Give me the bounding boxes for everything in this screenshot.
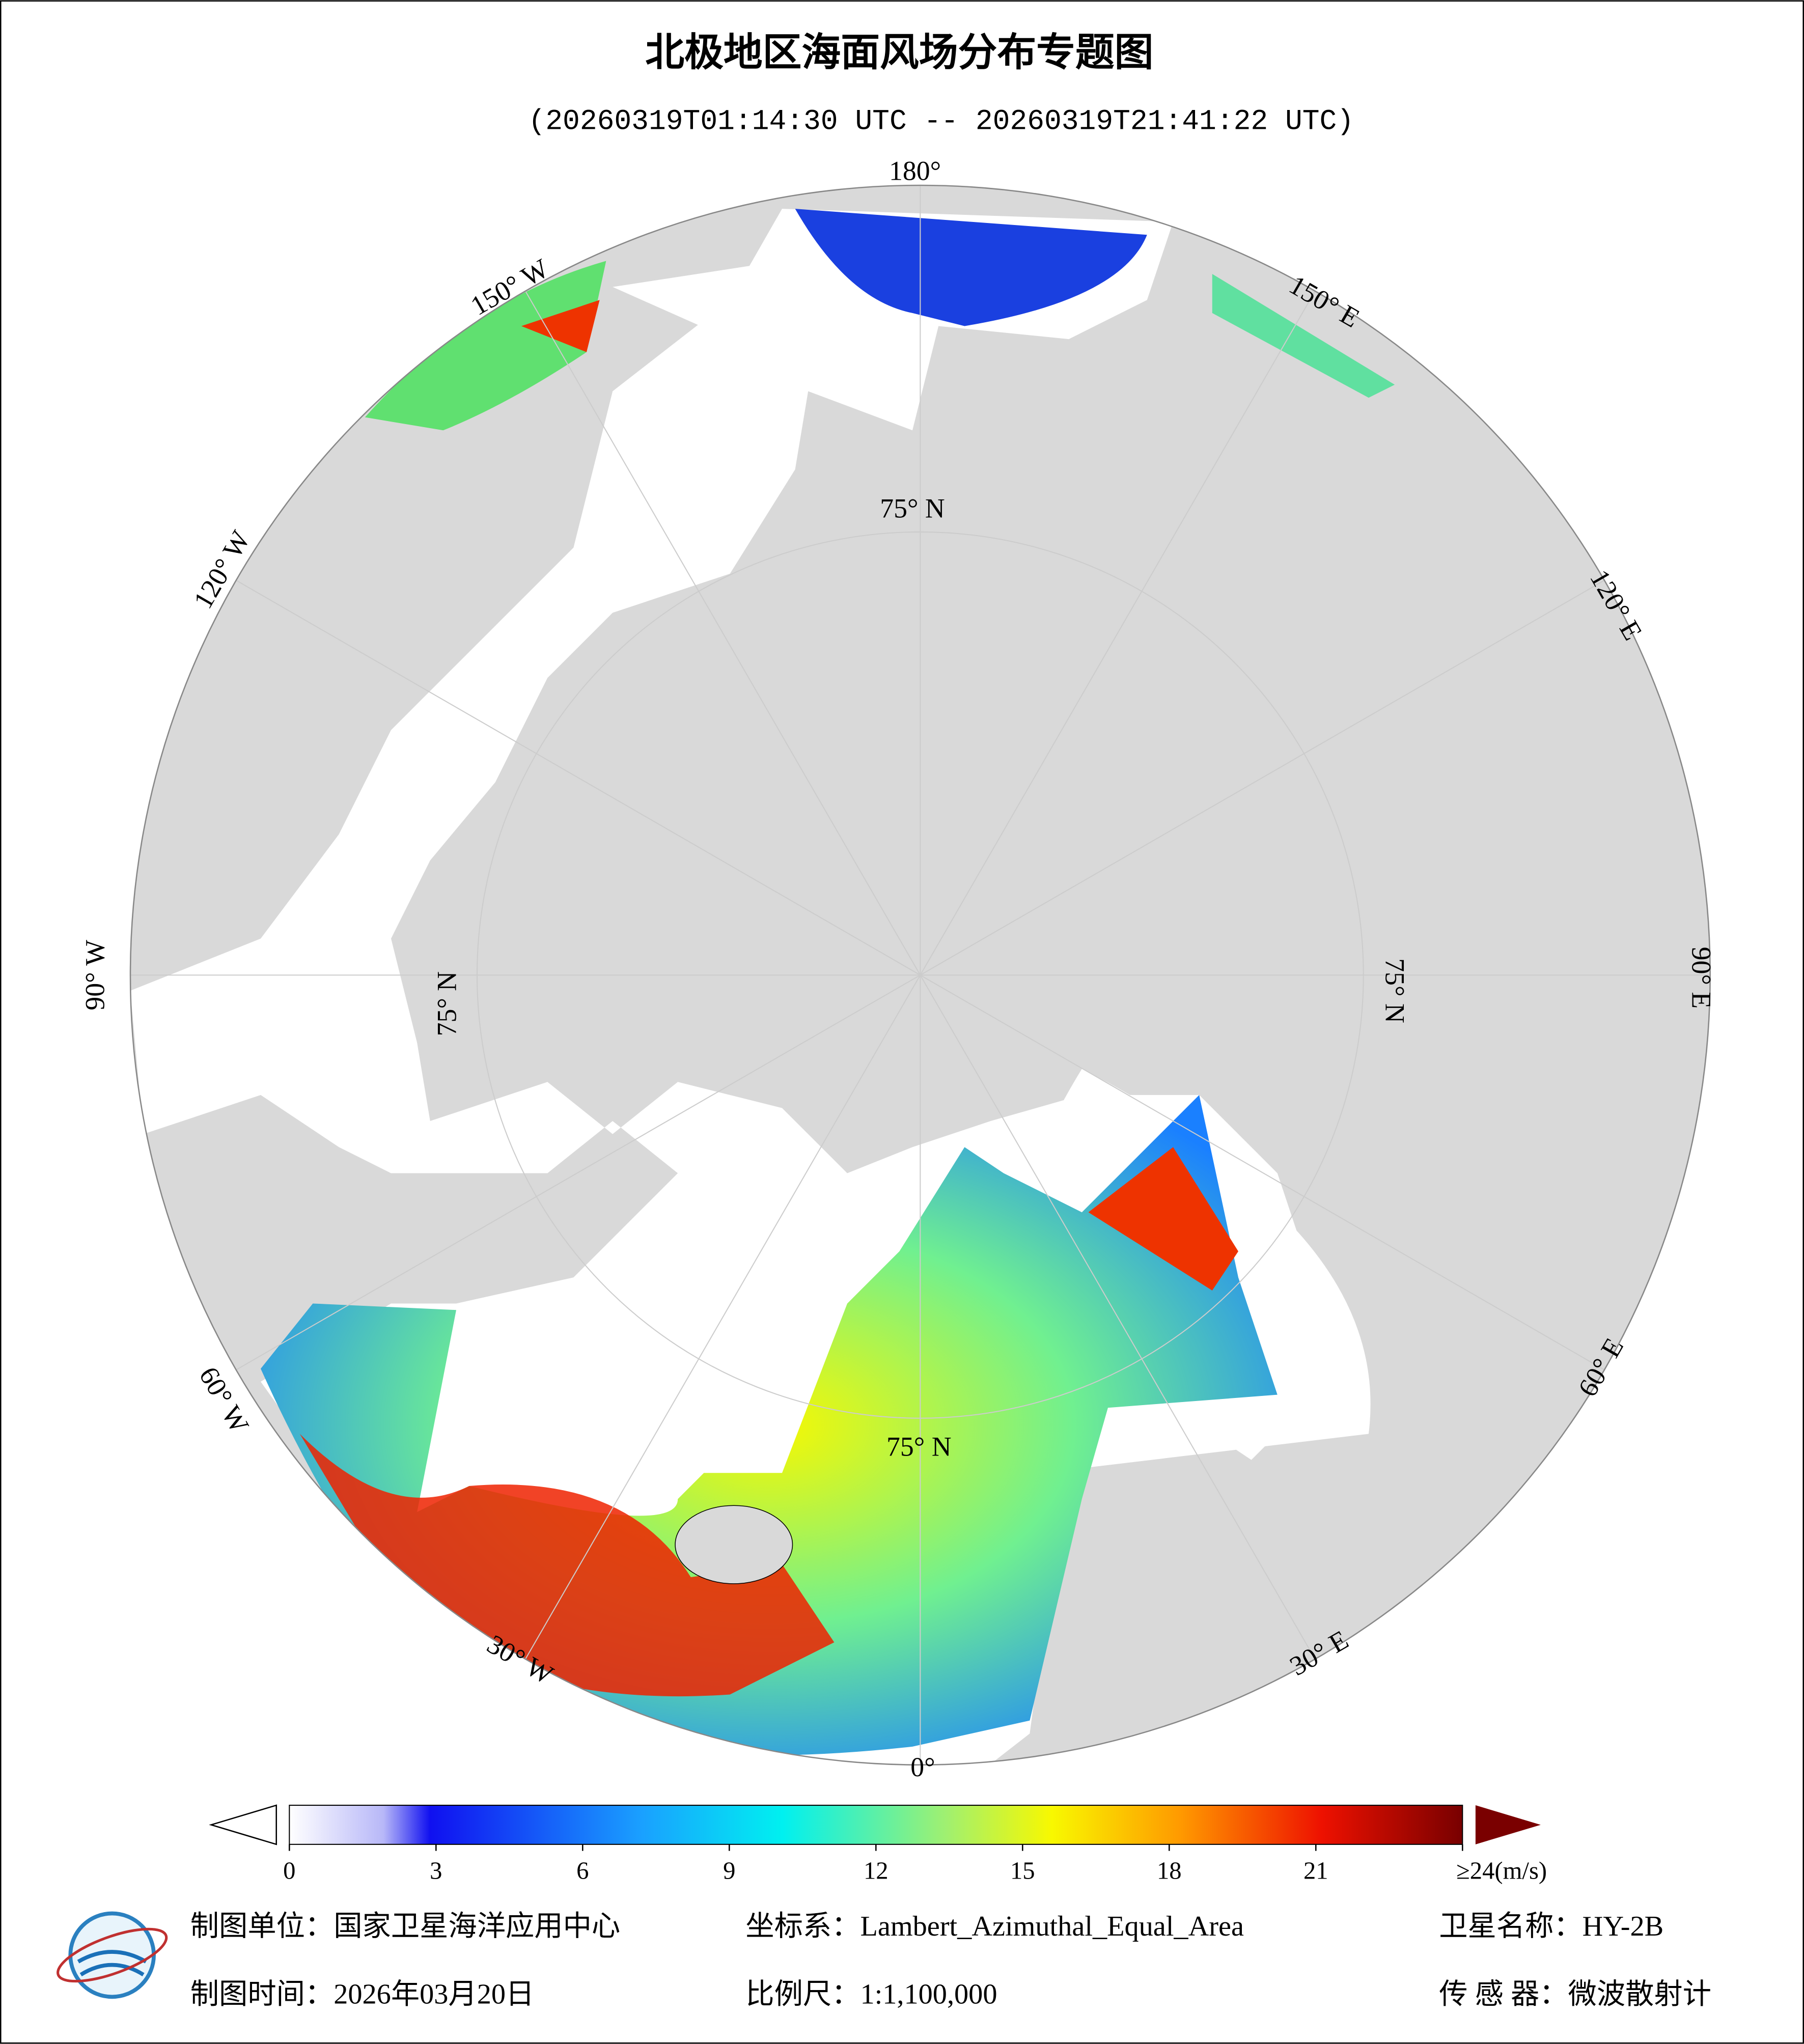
colorbar: [289, 1805, 1463, 1845]
colorbar-tick-label: 3: [430, 1857, 442, 1884]
colorbar-tick-label: 0: [283, 1857, 295, 1884]
wind-swath: [1212, 274, 1395, 398]
map-border: [129, 184, 1711, 1766]
longitude-label: 90° E: [1686, 947, 1716, 1009]
colorbar-max-arrow: [1475, 1805, 1541, 1844]
wind-swath: [795, 209, 1147, 326]
footer-satellite: 卫星名称：HY-2B: [1439, 1911, 1663, 1942]
colorbar-tick-label: 15: [1010, 1857, 1035, 1884]
footer-date: 制图时间：2026年03月20日: [190, 1978, 535, 2010]
graticule: [130, 185, 1710, 1765]
iceland: [675, 1505, 793, 1584]
wind-swath: [365, 261, 606, 431]
footer-scale: 比例尺：1:1,100,000: [745, 1978, 997, 2010]
longitude-label: 0°: [910, 1752, 935, 1782]
colorbar-tick-label: 21: [1303, 1857, 1328, 1884]
latitude-label: 75° N: [880, 493, 945, 523]
colorbar-tick-label: 12: [864, 1857, 889, 1884]
wind-swath: [521, 300, 600, 352]
colorbar-min-arrow: [209, 1804, 277, 1845]
footer-unit: 制图单位：国家卫星海洋应用中心: [190, 1911, 620, 1942]
colorbar-tick-label: 18: [1157, 1857, 1182, 1884]
colorbar-tick-label: 9: [723, 1857, 735, 1884]
colorbar-tick-label: ≥24(m/s): [1456, 1857, 1547, 1884]
latitude-label: 75° N: [1380, 958, 1410, 1023]
wind-swath: [1088, 1147, 1238, 1291]
longitude-label: 90° W: [79, 940, 110, 1011]
latitude-label: 75° N: [886, 1431, 952, 1462]
logo: [57, 1911, 168, 1999]
colorbar-tick-label: 6: [576, 1857, 589, 1884]
longitude-label: 180°: [889, 155, 941, 186]
subtitle: (20260319T01:14:30 UTC -- 20260319T21:41…: [528, 105, 1354, 137]
map: [130, 185, 1710, 1765]
footer-projection: 坐标系：Lambert_Azimuthal_Equal_Area: [745, 1911, 1244, 1942]
footer-sensor: 传 感 器：微波散射计: [1439, 1978, 1711, 2010]
latitude-label: 75° N: [432, 971, 462, 1037]
title: 北极地区海面风场分布专题图: [645, 30, 1153, 75]
